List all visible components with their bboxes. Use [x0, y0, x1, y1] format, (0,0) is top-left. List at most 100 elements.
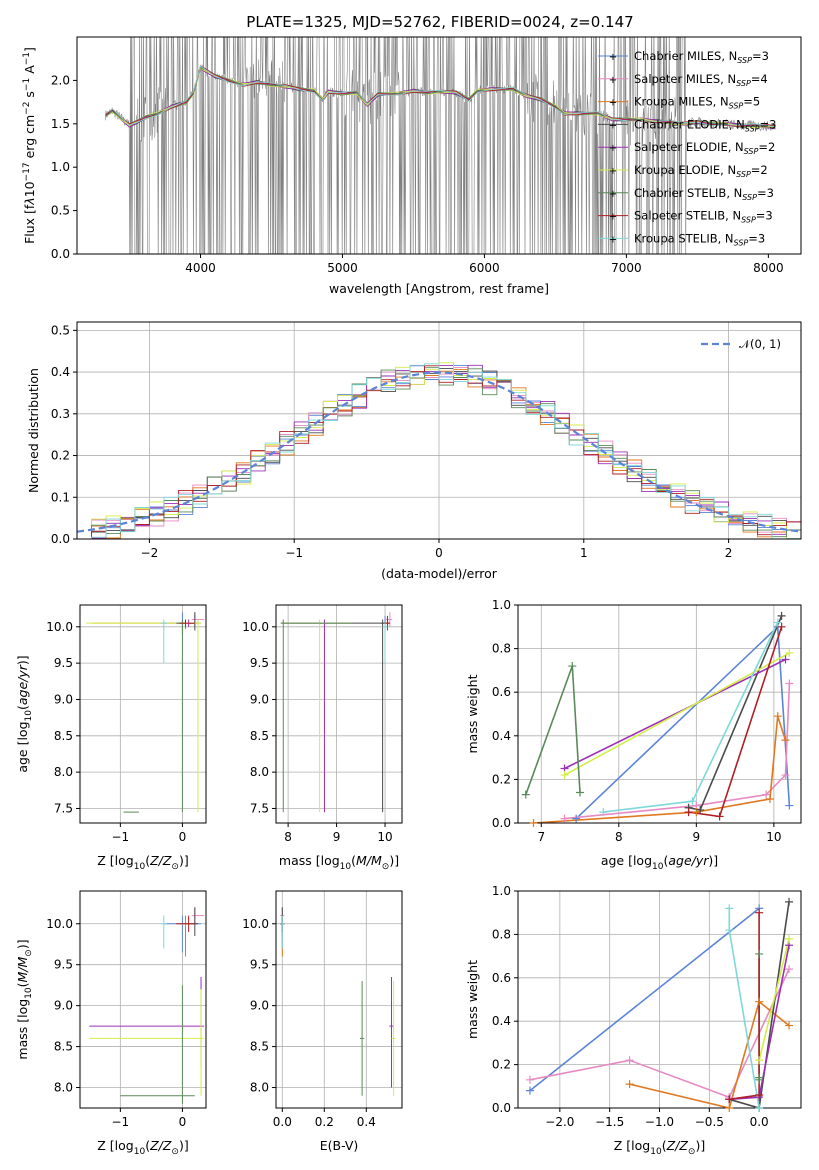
weight-marker-chab_miles: [572, 814, 581, 823]
model-line-krou_elodie: [105, 68, 776, 128]
weight-line-salp_stelib: [729, 912, 760, 1101]
weight-marker-salp_miles: [625, 1056, 634, 1065]
weight-marker-chab_elodie: [696, 805, 705, 814]
legend-entry-chab_miles: Chabrier MILES, NSSP=3: [634, 49, 769, 65]
legend-marker: +: [609, 120, 617, 131]
axis-label: age [log10(age/yr)]: [15, 655, 34, 772]
weight-marker-krou_stelib: [599, 808, 608, 817]
weight-marker-krou_miles: [773, 712, 782, 721]
weight-line-krou_elodie: [564, 652, 790, 776]
x-tick-label: −1: [111, 1115, 129, 1129]
panel-age_weight: 7 8 9 10 0.0 0.2 0.4 0.6 0.8 1.0 age [log10(age/yr…: [465, 598, 802, 872]
observed-spectrum: [105, 37, 776, 254]
axis-label: E(B-V): [320, 1138, 359, 1153]
weight-marker-chab_stelib: [755, 1075, 764, 1084]
axis-label: Flux [fλ10−17 erg cm−2 s−1 A−1]: [22, 47, 37, 244]
weight-line-salp_elodie: [564, 658, 786, 770]
y-tick-label: 0.0: [51, 247, 70, 261]
y-tick-label: 1.5: [51, 117, 70, 131]
weight-marker-chab_elodie: [785, 897, 794, 906]
x-tick-label: 0.0: [750, 1115, 769, 1129]
weight-marker-krou_miles: [755, 997, 764, 1006]
x-tick-label: 1: [580, 546, 588, 560]
weight-marker-krou_miles: [781, 736, 790, 745]
plot-area-z_age: [86, 612, 205, 813]
weight-marker-krou_miles: [625, 1080, 634, 1089]
x-tick-label: 0: [435, 546, 443, 560]
y-tick-label: 8.5: [54, 1040, 73, 1054]
x-tick-label: 8: [615, 830, 623, 844]
y-tick-label: 9.5: [250, 656, 269, 670]
axis-label: Z [log10(Z/Z⊙)]: [97, 853, 188, 872]
gaussian-curve: [77, 371, 801, 533]
y-tick-label: 0.1: [51, 490, 70, 504]
panel-mass_age: 8 9 10 7.5 8.0 8.5 9.0 9.5 10.0 mass [log10(M/M⊙)…: [242, 604, 403, 872]
axes-frame: [79, 604, 207, 824]
y-tick-label: 8.5: [250, 729, 269, 743]
plot-area-residuals: [77, 362, 801, 539]
y-tick-label: 1.0: [492, 884, 511, 898]
x-tick-label: 0.2: [315, 1115, 334, 1129]
x-tick-label: 6000: [469, 261, 500, 275]
y-tick-label: 7.5: [250, 801, 269, 815]
weight-marker-salp_miles: [560, 814, 569, 823]
y-tick-label: 10.0: [46, 917, 73, 931]
weight-marker-salp_miles: [525, 1075, 534, 1084]
y-tick-label: 8.5: [250, 1040, 269, 1054]
axes-frame: [275, 604, 403, 824]
legend-marker: +: [609, 52, 617, 63]
x-tick-label: −1: [285, 546, 303, 560]
weight-marker-krou_miles: [725, 1104, 734, 1112]
weight-marker-salp_stelib: [715, 812, 724, 821]
x-tick-label: 8: [284, 830, 292, 844]
axis-label: Z [log10(Z/Z⊙)]: [614, 1138, 705, 1157]
y-tick-label: 9.5: [54, 958, 73, 972]
y-tick-label: 0.0: [51, 532, 70, 546]
legend-entry-chab_elodie: Chabrier ELODIE, NSSP=3: [634, 117, 776, 133]
y-tick-label: 9.5: [54, 656, 73, 670]
axis-label: Z [log10(Z/Z⊙)]: [97, 1138, 188, 1157]
weight-marker-salp_stelib: [777, 622, 786, 631]
weight-marker-krou_miles: [529, 819, 538, 827]
y-tick-label: 8.0: [250, 765, 269, 779]
axis-label: mass weight: [465, 960, 480, 1039]
weight-marker-chab_stelib: [568, 662, 577, 671]
x-tick-label: −1.0: [645, 1115, 674, 1129]
model-line-krou_stelib: [105, 65, 776, 128]
y-tick-label: 9.5: [250, 958, 269, 972]
panel-ebv_mass: 0.0 0.2 0.4 8.0 8.5 9.0 9.5 10.0 E(B-V): [242, 890, 403, 1153]
weight-marker-salp_miles: [785, 679, 794, 688]
weight-marker-salp_miles: [762, 790, 771, 799]
legend-entry-krou_stelib: Kroupa STELIB, NSSP=3: [634, 231, 765, 247]
weight-line-krou_miles: [629, 1000, 790, 1108]
panel-z_age: −1 0 7.5 8.0 8.5 9.0 9.5 10.0 Z [log10(Z/Z⊙)] age…: [15, 604, 207, 872]
y-tick-label: 0.4: [492, 1014, 511, 1028]
x-tick-label: 8000: [753, 261, 784, 275]
y-tick-label: 0.6: [492, 685, 511, 699]
weight-marker-krou_miles: [765, 795, 774, 804]
weight-marker-krou_elodie: [560, 771, 569, 780]
weight-line-chab_stelib: [525, 665, 581, 795]
x-tick-label: −0.5: [695, 1115, 724, 1129]
weight-line-chab_miles: [575, 625, 791, 820]
weight-marker-krou_elodie: [755, 1056, 764, 1065]
y-tick-label: 0.4: [492, 729, 511, 743]
weight-line-krou_stelib: [728, 908, 760, 1108]
axis-label: mass [log10(M/M⊙)]: [15, 939, 34, 1059]
chart-title: PLATE=1325, MJD=52762, FIBERID=0024, z=0…: [246, 13, 633, 31]
y-tick-label: 0.6: [492, 971, 511, 985]
y-tick-label: 9.0: [250, 999, 269, 1013]
x-tick-label: 10: [766, 830, 781, 844]
axis-label: age [log10(age/yr)]: [601, 853, 718, 872]
y-tick-label: 0.2: [492, 1058, 511, 1072]
weight-marker-krou_miles: [785, 1021, 794, 1030]
legend-marker: +: [609, 234, 617, 245]
legend-marker: +: [609, 166, 617, 177]
y-tick-label: 8.5: [54, 729, 73, 743]
x-tick-label: 0: [179, 830, 187, 844]
y-tick-label: 0.8: [492, 927, 511, 941]
y-tick-label: 7.5: [54, 801, 73, 815]
plot-area-mass_age: [280, 612, 393, 813]
legend-entry-salp_elodie: Salpeter ELODIE, NSSP=2: [634, 140, 775, 156]
weight-marker-chab_miles: [785, 801, 794, 810]
